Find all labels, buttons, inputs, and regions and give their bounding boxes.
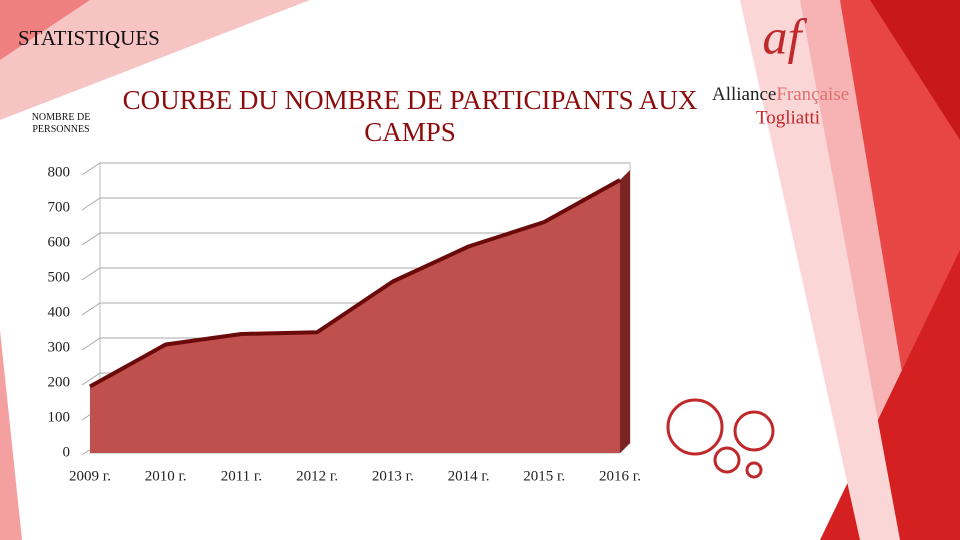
logo-name-2: Française	[776, 84, 849, 105]
decor	[870, 0, 960, 140]
x-tick-label: 2012 г.	[296, 468, 338, 484]
decor-circle	[745, 461, 763, 479]
decor	[740, 0, 900, 540]
decor-circle	[713, 446, 741, 474]
decor	[0, 330, 22, 540]
grid-line	[81, 162, 630, 176]
decor-circle	[733, 410, 775, 452]
y-tick-label: 800	[48, 164, 71, 180]
x-tick-label: 2014 г.	[448, 468, 490, 484]
y-tick-label: 500	[48, 269, 71, 285]
y-tick-label: 600	[48, 234, 71, 250]
y-axis-label: NOMBRE DE PERSONNES	[31, 112, 91, 135]
x-tick-label: 2016 г.	[599, 468, 641, 484]
decor	[0, 0, 310, 120]
y-tick-label: 400	[48, 304, 71, 320]
y-tick-label: 700	[48, 199, 71, 215]
logo-name: AllianceFrançaise	[712, 84, 849, 105]
logo-mark: af	[763, 8, 808, 64]
title-box: COURBE DU NOMBRE DE PARTICIPANTS AUX CAM…	[122, 85, 698, 147]
slide-heading: STATISTIQUES	[18, 26, 160, 50]
area	[90, 180, 620, 453]
y-tick-label: 0	[63, 444, 71, 460]
x-tick-label: 2011 г.	[221, 468, 262, 484]
area-side	[620, 170, 630, 453]
x-tick-label: 2015 г.	[523, 468, 565, 484]
grid-line	[81, 197, 630, 211]
x-tick-label: 2010 г.	[145, 468, 187, 484]
area-top-edge	[89, 178, 621, 389]
x-tick-label: 2009 г.	[69, 468, 111, 484]
logo-name-1: Alliance	[712, 84, 776, 105]
logo-city: Togliatti	[756, 107, 820, 128]
y-label-box: NOMBRE DE PERSONNES	[31, 112, 91, 135]
x-tick-label: 2013 г.	[372, 468, 414, 484]
decor-circle	[666, 398, 724, 456]
grid-line	[81, 232, 630, 246]
decor	[0, 0, 90, 60]
y-tick-label: 100	[48, 409, 71, 425]
y-tick-label: 200	[48, 374, 71, 390]
y-tick-label: 300	[48, 339, 71, 355]
chart-title: COURBE DU NOMBRE DE PARTICIPANTS AUX CAM…	[122, 85, 698, 147]
